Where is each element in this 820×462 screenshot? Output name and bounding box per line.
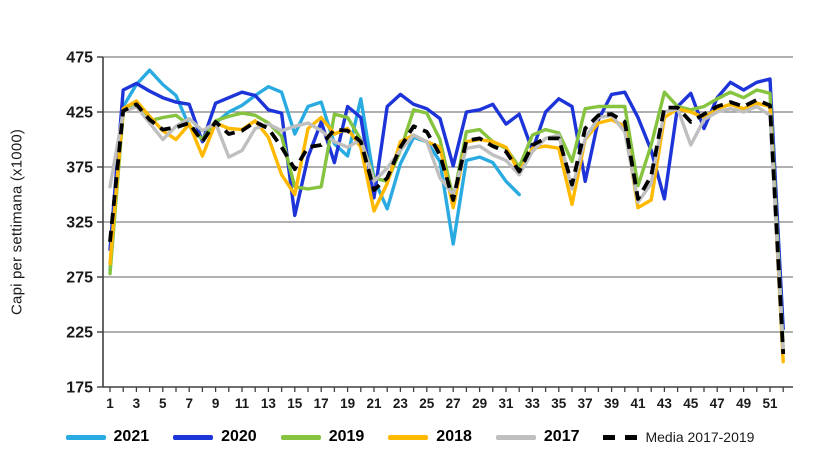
- x-tick-label: 45: [683, 396, 699, 411]
- x-tick-label: 31: [498, 396, 514, 411]
- x-tick-label: 9: [212, 396, 220, 411]
- x-tick-label: 11: [235, 396, 250, 411]
- y-tick-label: 475: [66, 50, 93, 67]
- x-tick-label: 39: [604, 396, 619, 411]
- x-tick-label: 19: [340, 396, 355, 411]
- x-tick-label: 43: [657, 396, 673, 411]
- legend-line-icon: [65, 434, 106, 440]
- x-tick-label: 47: [710, 396, 725, 411]
- y-tick-label: 425: [66, 105, 93, 122]
- x-tick-label: 1: [106, 396, 114, 411]
- series-line-2019: [108, 88, 785, 351]
- legend-item-2021: 2021: [65, 428, 150, 446]
- x-tick-label: 35: [551, 396, 567, 411]
- legend-line-icon: [173, 434, 214, 440]
- x-tick-label: 5: [159, 396, 167, 411]
- x-tick-label: 33: [525, 396, 541, 411]
- x-tick-label: 3: [133, 396, 141, 411]
- series-line-2017: [108, 104, 785, 353]
- x-tick-label: 17: [314, 396, 329, 411]
- y-tick-label: 175: [66, 380, 93, 397]
- legend-item-2020: 2020: [173, 428, 257, 446]
- x-tick-label: 37: [578, 396, 593, 411]
- legend-item-2019: 2019: [280, 428, 365, 446]
- chart-legend: 2021 2020 2019 2018 2017 Media 2017-2019: [0, 414, 820, 460]
- x-tick-label: 21: [366, 396, 382, 411]
- x-tick-label: 15: [287, 396, 303, 411]
- legend-label: Media 2017-2019: [645, 429, 755, 445]
- legend-label: 2018: [436, 428, 472, 445]
- x-tick-label: 41: [630, 396, 646, 411]
- x-tick-label: 13: [261, 396, 277, 411]
- legend-item-2017: 2017: [495, 428, 580, 446]
- legend-line-icon: [495, 434, 536, 440]
- legend-label: 2021: [113, 428, 150, 445]
- legend-label: 2019: [328, 428, 365, 445]
- x-tick-label: 25: [419, 396, 435, 411]
- legend-label: 2020: [221, 428, 257, 445]
- x-tick-label: 23: [393, 396, 409, 411]
- legend-label: 2017: [543, 428, 580, 445]
- legend-line-icon: [388, 434, 429, 440]
- x-tick-label: 51: [762, 396, 778, 411]
- legend-line-icon: [280, 434, 321, 440]
- series-line-2021: [108, 68, 521, 273]
- y-tick-label: 275: [66, 270, 93, 287]
- legend-item-media-2017-2019: Media 2017-2019: [603, 429, 754, 445]
- legend-line-icon: [603, 434, 638, 440]
- legend-item-2018: 2018: [388, 428, 472, 446]
- x-tick-label: 29: [472, 396, 487, 411]
- x-tick-label: 49: [736, 396, 751, 411]
- y-tick-label: 325: [66, 215, 93, 232]
- y-tick-label: 225: [66, 325, 93, 342]
- y-tick-label: 375: [66, 160, 93, 177]
- x-tick-label: 7: [185, 396, 193, 411]
- series-line-2020: [108, 77, 785, 331]
- series-line-media-2017-2019: [108, 98, 786, 355]
- x-tick-label: 27: [446, 396, 461, 411]
